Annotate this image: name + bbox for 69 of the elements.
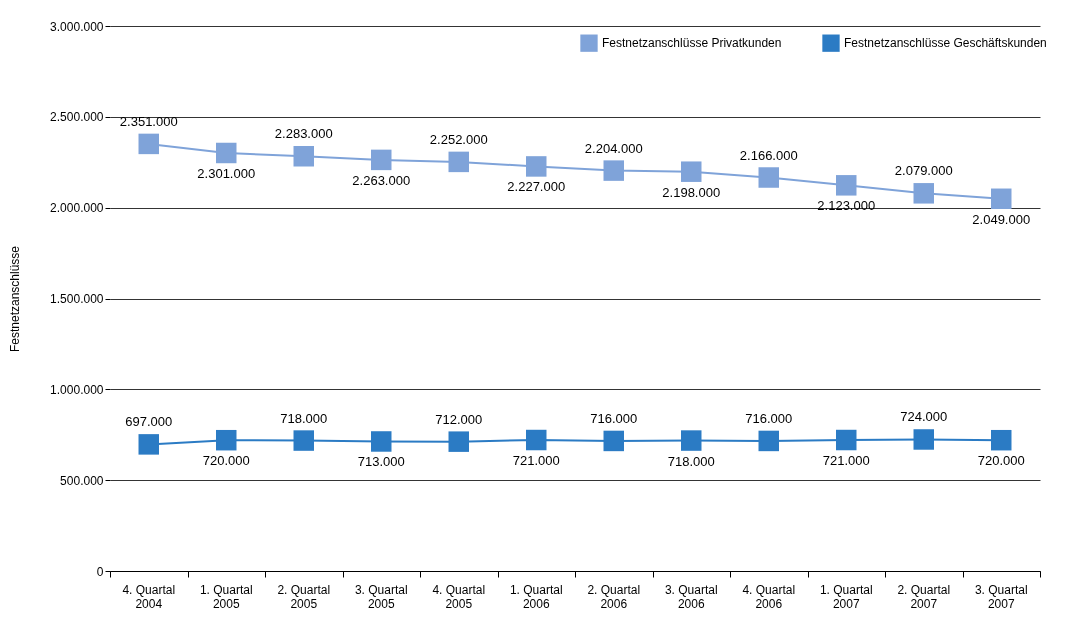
data-label: 2.351.000 [119,113,178,129]
point [603,430,624,452]
data-label: 720.000 [202,453,250,469]
point [138,434,159,455]
point [138,133,159,155]
legend-label: Festnetzanschlüsse Geschäftskunden [844,36,1047,51]
x-tick-label: 1. Quartal 2006 [509,583,563,611]
point [371,431,392,452]
point [526,156,547,177]
data-label: 2.198.000 [662,184,721,200]
point [991,429,1012,451]
data-label: 2.079.000 [894,163,953,179]
y-tick-label: 1.500.000 [50,292,104,306]
data-label: 713.000 [357,454,405,470]
legend-label: Festnetzanschlüsse Privatkunden [602,36,782,51]
point [758,430,779,452]
point [603,160,624,181]
data-label: 716.000 [590,410,638,426]
data-label: 2.283.000 [274,126,333,142]
y-tick-label: 0 [96,564,104,579]
data-label: 2.227.000 [507,179,566,195]
y-tick-label: 2.500.000 [50,110,104,125]
x-tick-label: 4. Quartal 2005 [432,583,486,611]
data-label: 712.000 [435,411,483,427]
point [681,430,702,451]
point [371,149,392,171]
data-label: 2.263.000 [352,172,411,188]
point [448,151,469,173]
x-tick-label: 1. Quartal 2007 [819,583,873,611]
point [681,161,702,182]
data-label: 2.049.000 [972,211,1031,227]
y-tick-label: 1.000.000 [50,382,104,397]
x-tick-label: 2. Quartal 2006 [587,583,641,611]
data-label: 2.252.000 [429,131,488,147]
data-label: 721.000 [822,453,870,469]
x-tick-label: 4. Quartal 2006 [742,583,796,611]
data-label: 724.000 [900,409,948,425]
y-axis-title: Festnetzanschlüsse [8,245,23,353]
point [758,167,779,188]
point [913,429,934,450]
x-tick-label: 2. Quartal 2007 [897,583,951,611]
point [526,429,547,451]
x-tick-label: 3. Quartal 2005 [354,583,408,611]
data-label: 2.301.000 [197,165,256,181]
data-label: 718.000 [280,410,328,426]
x-tick-label: 1. Quartal 2005 [199,583,253,611]
data-label: 718.000 [667,453,715,469]
point [216,429,237,451]
x-tick-label: 3. Quartal 2007 [974,583,1028,611]
y-tick-label: 500.000 [60,473,104,488]
point [836,429,857,451]
data-label: 716.000 [745,410,793,426]
point [293,430,314,451]
point [293,146,314,167]
point [991,188,1012,210]
data-label: 2.204.000 [584,140,643,156]
y-tick-label: 3.000.000 [50,19,104,34]
point [448,431,469,452]
y-tick-label: 2.000.000 [50,201,104,216]
x-tick-label: 2. Quartal 2005 [277,583,331,611]
data-label: 720.000 [977,453,1025,469]
data-label: 721.000 [512,453,560,469]
x-tick-label: 3. Quartal 2006 [664,583,718,611]
point [836,175,857,196]
data-label: 2.166.000 [739,147,798,163]
point [216,142,237,164]
x-tick-label: 4. Quartal 2004 [122,583,176,611]
point [913,183,934,204]
data-label: 697.000 [125,414,173,430]
